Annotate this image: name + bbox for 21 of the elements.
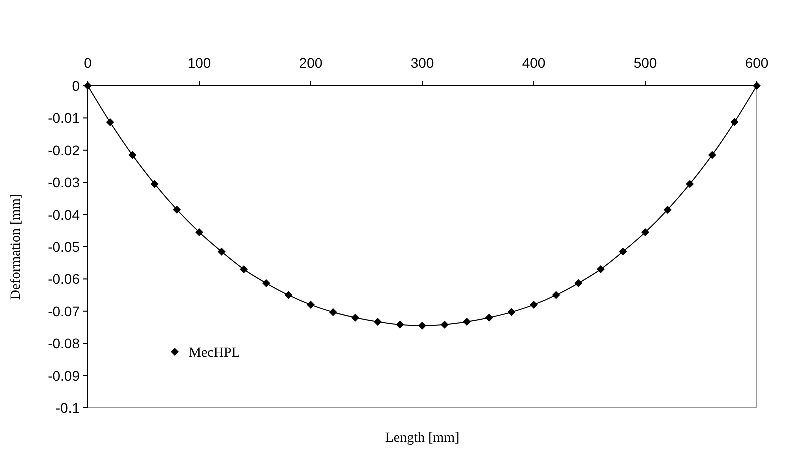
x-tick-label: 500 (634, 55, 658, 71)
y-tick-label: -0.04 (48, 206, 80, 223)
x-tick-label: 100 (188, 55, 212, 71)
x-tick-label: 0 (84, 55, 92, 71)
y-tick-label: -0.09 (48, 368, 80, 384)
y-axis-title: Deformation [mm] (9, 194, 24, 300)
y-tick-label: -0.08 (48, 336, 80, 352)
y-tick-label: 0 (72, 78, 80, 94)
y-tick-label: -0.02 (48, 142, 80, 158)
x-tick-label: 200 (299, 55, 323, 71)
y-tick-label: -0.06 (48, 271, 80, 288)
x-tick-label: 300 (410, 55, 434, 71)
x-tick-label: 400 (522, 55, 546, 71)
y-tick-label: -0.05 (48, 239, 80, 255)
y-tick-label: -0.03 (48, 174, 80, 191)
legend-label: MecHPL (189, 346, 240, 361)
x-tick-label: 600 (745, 55, 769, 71)
y-tick-label: -0.1 (56, 400, 80, 416)
y-tick-label: -0.01 (48, 110, 80, 126)
x-axis-title: Length [mm] (385, 431, 460, 446)
y-tick-label: -0.07 (48, 303, 80, 320)
